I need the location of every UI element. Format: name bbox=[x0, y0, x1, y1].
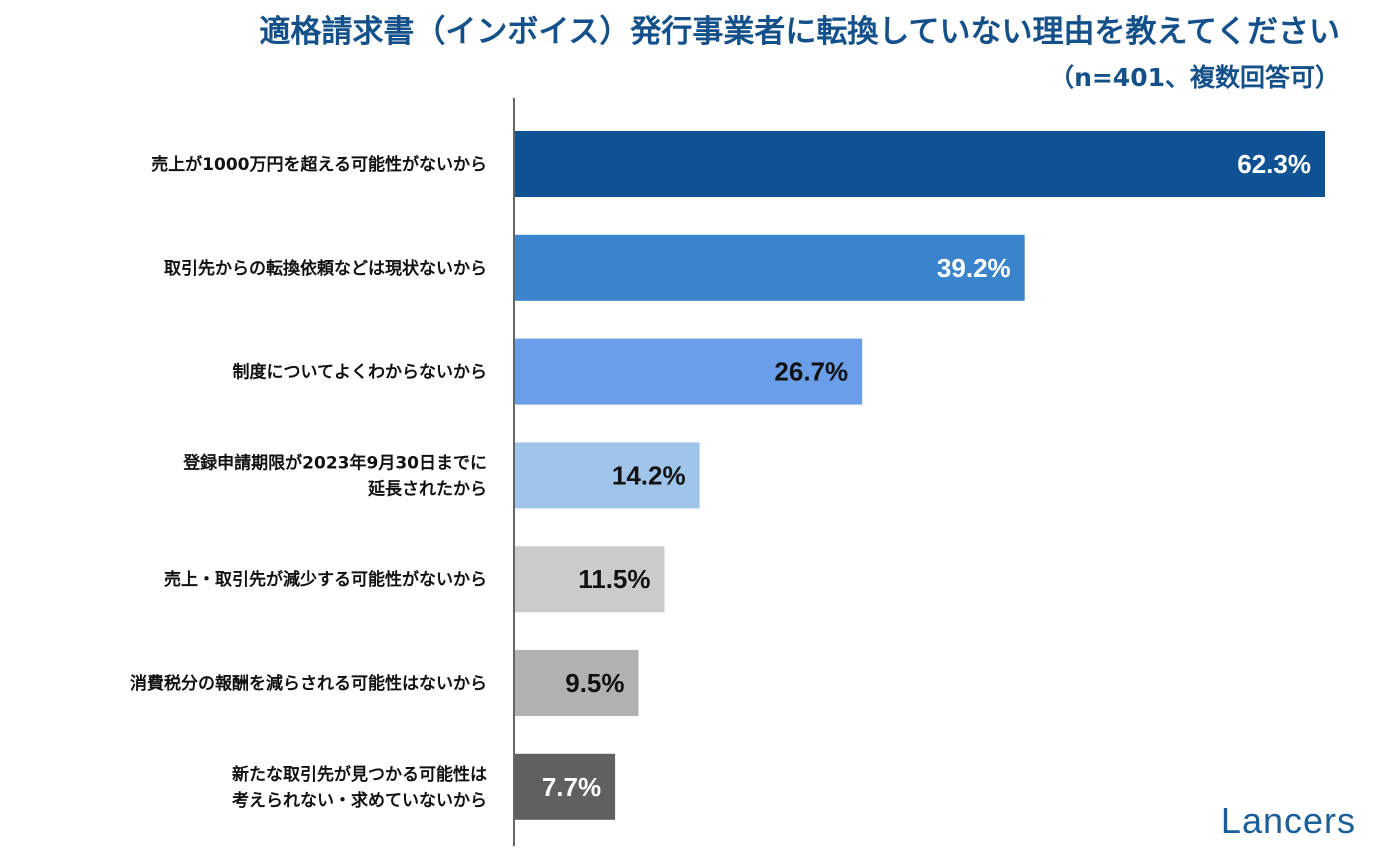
bar-5 bbox=[515, 546, 665, 613]
value-label-5: 11.5% bbox=[578, 564, 650, 594]
category-label-6: 消費税分の報酬を減らされる可能性はないから bbox=[130, 673, 487, 694]
category-label-5: 売上・取引先が減少する可能性がないから bbox=[164, 569, 487, 590]
value-label-4: 14.2% bbox=[612, 460, 686, 490]
category-label-7-line-1: 新たな取引先が見つかる可能性は bbox=[232, 764, 487, 785]
value-label-7: 7.7% bbox=[542, 772, 601, 802]
lancers-logo: Lancers bbox=[1220, 800, 1356, 841]
bar-7 bbox=[515, 753, 616, 820]
bar-1 bbox=[515, 131, 1325, 197]
value-label-2: 39.2% bbox=[937, 253, 1011, 283]
value-label-3: 26.7% bbox=[774, 357, 848, 387]
bar-2 bbox=[515, 234, 1025, 301]
category-label-2: 取引先からの転換依頼などは現状ないから bbox=[164, 258, 487, 279]
chart-title: 適格請求書（インボイス）発行事業者に転換していない理由を教えてください bbox=[259, 14, 1340, 50]
value-label-1: 62.3% bbox=[1237, 149, 1311, 179]
category-label-1: 売上が1000万円を超える可能性がないから bbox=[151, 154, 487, 175]
category-label-4-line-1: 登録申請期限が2023年9月30日までに bbox=[182, 452, 487, 473]
category-label-7-line-2: 考えられない・求めていないから bbox=[231, 790, 487, 811]
bar-6 bbox=[515, 650, 639, 716]
bar-4 bbox=[515, 442, 700, 509]
value-label-6: 9.5% bbox=[565, 668, 624, 698]
chart-subtitle: （n=401、複数回答可） bbox=[1049, 63, 1340, 92]
category-label-4-line-2: 延長されたから bbox=[367, 478, 487, 499]
bar-3 bbox=[515, 338, 863, 405]
bars-group: 62.3% 売上が1000万円を超える可能性がないから 39.2% 取引先からの転換依… bbox=[130, 131, 1325, 820]
category-label-3: 制度についてよくわからないから bbox=[233, 362, 488, 383]
